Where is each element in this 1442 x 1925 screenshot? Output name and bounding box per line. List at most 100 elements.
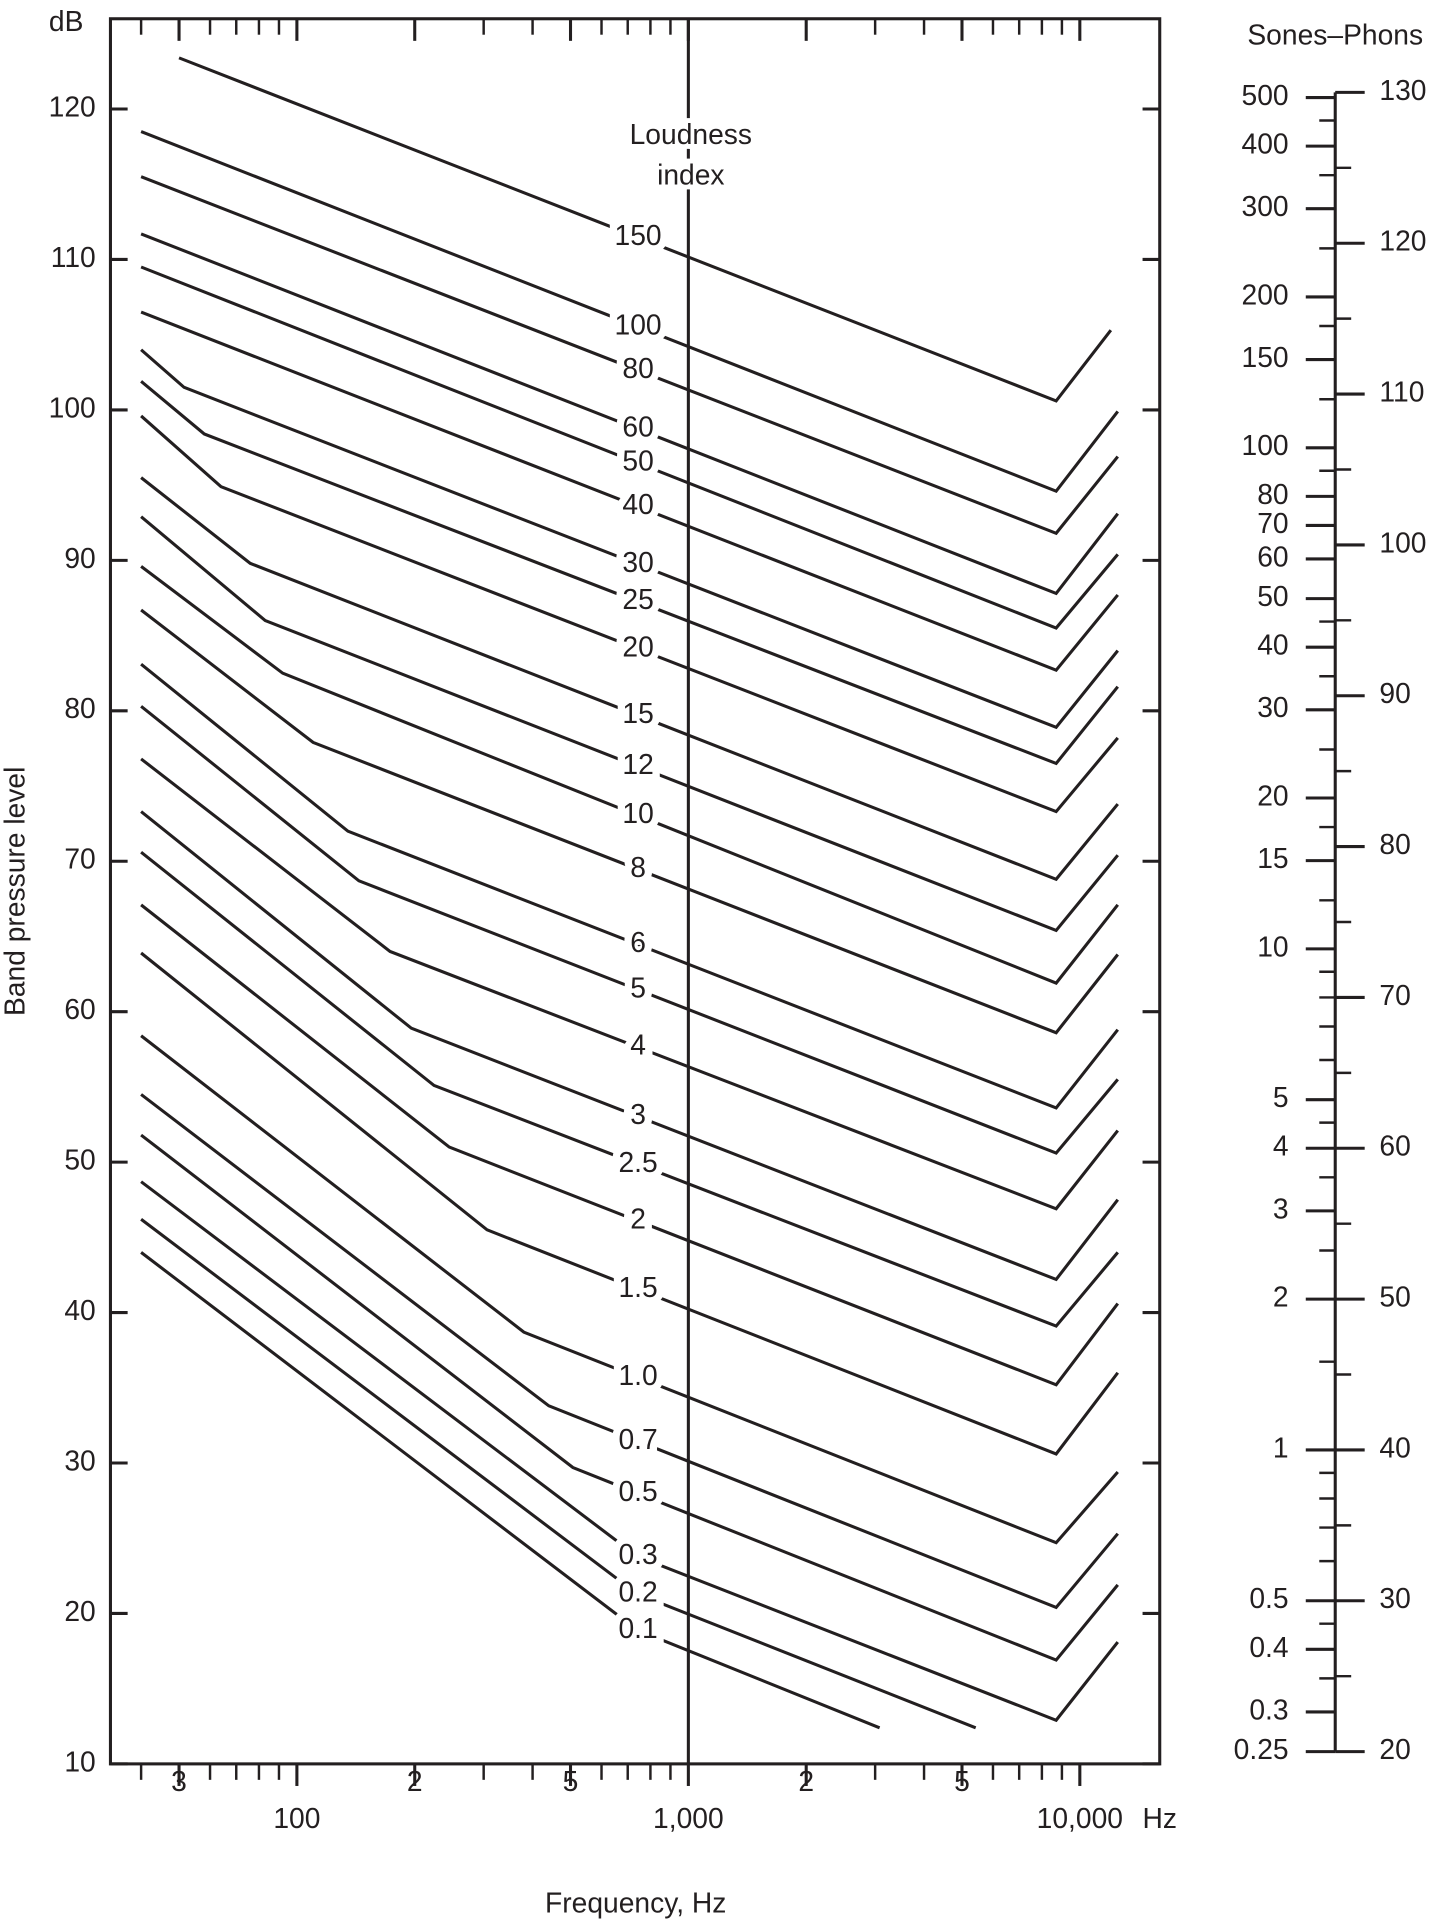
loudness-curve	[140, 1218, 977, 1730]
y-tick-label: 10	[64, 1745, 95, 1777]
curve-label: 1.5	[618, 1271, 657, 1303]
loudness-curve	[140, 1034, 1119, 1545]
curve-label: 3	[630, 1098, 646, 1130]
loudness-curve	[178, 56, 1113, 403]
curve-label: 30	[622, 546, 653, 578]
y-axis-label: Band pressure level	[0, 767, 31, 1016]
loudness-curve	[140, 175, 1119, 536]
loudness-curve	[140, 232, 1119, 596]
y-tick-label: 50	[64, 1144, 95, 1176]
loudness-curve	[140, 851, 1119, 1328]
curve-label: 12	[622, 748, 653, 780]
curve-label: 100	[615, 308, 662, 340]
sones-tick-label: 0.3	[1249, 1693, 1288, 1725]
curve-label: 6	[630, 926, 646, 958]
loudness-curve	[140, 1180, 1119, 1723]
curve-label: 2.5	[618, 1146, 657, 1178]
loudness-curve	[140, 130, 1119, 493]
sones-tick-label: 0.4	[1249, 1631, 1288, 1663]
loudness-curve	[140, 348, 1119, 730]
curve-label: 15	[622, 697, 653, 729]
curve-label: 80	[622, 352, 653, 384]
curve-label: 40	[622, 488, 653, 520]
loudness-curve	[140, 810, 1119, 1282]
loudness-curve	[140, 1251, 881, 1730]
loudness-curve	[140, 476, 1119, 882]
x-tick-label: 1,000	[653, 1802, 724, 1834]
curve-label: 150	[615, 219, 662, 251]
loudness-curve	[140, 1133, 1119, 1662]
sones-tick-label: 4	[1273, 1130, 1289, 1162]
loudness-curve	[140, 757, 1119, 1211]
y-tick-label: 80	[64, 692, 95, 724]
x-tick-label: 5	[563, 1765, 579, 1797]
sones-tick-label: 1	[1273, 1431, 1289, 1463]
y-tick-label: 30	[64, 1444, 95, 1476]
loudness-curve	[140, 951, 1119, 1456]
phons-tick-label: 80	[1379, 828, 1410, 860]
y-unit: dB	[49, 5, 84, 37]
sones-tick-label: 400	[1242, 128, 1289, 160]
x-tick-label: 3	[171, 1765, 187, 1797]
sones-tick-label: 10	[1257, 930, 1288, 962]
curve-label: 5	[630, 971, 646, 1003]
x-axis-label: Frequency, Hz	[545, 1886, 726, 1918]
curve-label: 8	[630, 851, 646, 883]
sones-tick-label: 70	[1257, 507, 1288, 539]
sones-tick-label: 30	[1257, 691, 1288, 723]
y-tick-label: 70	[64, 843, 95, 875]
phons-tick-label: 70	[1379, 979, 1410, 1011]
phons-tick-label: 20	[1379, 1733, 1410, 1765]
x-tick-label: 2	[407, 1765, 423, 1797]
y-tick-label: 60	[64, 993, 95, 1025]
loudness-curve	[140, 608, 1119, 1035]
curve-label: 0.1	[618, 1612, 657, 1644]
phons-tick-label: 110	[1379, 376, 1424, 408]
curve-label: 0.3	[618, 1538, 657, 1570]
y-tick-label: 120	[49, 90, 96, 122]
sones-tick-label: 500	[1242, 79, 1289, 111]
curve-label: 0.5	[618, 1475, 657, 1507]
loudness-curve	[140, 1093, 1119, 1610]
sones-tick-label: 300	[1242, 190, 1289, 222]
loudness-curve	[140, 414, 1119, 814]
curve-label: 60	[622, 411, 653, 443]
sones-tick-label: 2	[1273, 1281, 1289, 1313]
sones-tick-label: 200	[1242, 278, 1289, 310]
loudness-curve	[140, 515, 1119, 933]
loudness-curve	[140, 380, 1119, 766]
sones-tick-label: 3	[1273, 1192, 1289, 1224]
sones-tick-label: 50	[1257, 580, 1288, 612]
plot-frame	[108, 17, 1162, 1766]
sones-tick-label: 0.5	[1249, 1582, 1288, 1614]
sones-tick-label: 150	[1242, 341, 1289, 373]
y-tick-label: 90	[64, 542, 95, 574]
phons-tick-label: 100	[1379, 526, 1426, 558]
x-unit: Hz	[1142, 1802, 1177, 1834]
annotation: Loudness	[630, 118, 752, 150]
curve-label: 1.0	[618, 1359, 657, 1391]
sones-tick-label: 15	[1257, 842, 1288, 874]
loudness-curve	[140, 662, 1119, 1110]
phons-tick-label: 30	[1379, 1582, 1410, 1614]
phons-tick-label: 120	[1379, 225, 1426, 257]
phons-tick-label: 90	[1379, 677, 1410, 709]
y-tick-label: 20	[64, 1595, 95, 1627]
sones-tick-label: 100	[1242, 429, 1289, 461]
sones-tick-label: 80	[1257, 478, 1288, 510]
y-tick-label: 110	[51, 241, 96, 273]
curve-label: 25	[622, 583, 653, 615]
sones-tick-label: 5	[1273, 1081, 1289, 1113]
sones-tick-label: 60	[1257, 540, 1288, 572]
x-tick-label: 2	[798, 1765, 814, 1797]
loudness-curve	[140, 310, 1119, 673]
curve-label: 4	[630, 1029, 646, 1061]
loudness-curve	[140, 265, 1119, 630]
phons-tick-label: 50	[1379, 1281, 1410, 1313]
phons-tick-label: 130	[1379, 74, 1426, 106]
curve-label: 0.2	[618, 1576, 657, 1608]
x-tick-label: 100	[273, 1802, 320, 1834]
